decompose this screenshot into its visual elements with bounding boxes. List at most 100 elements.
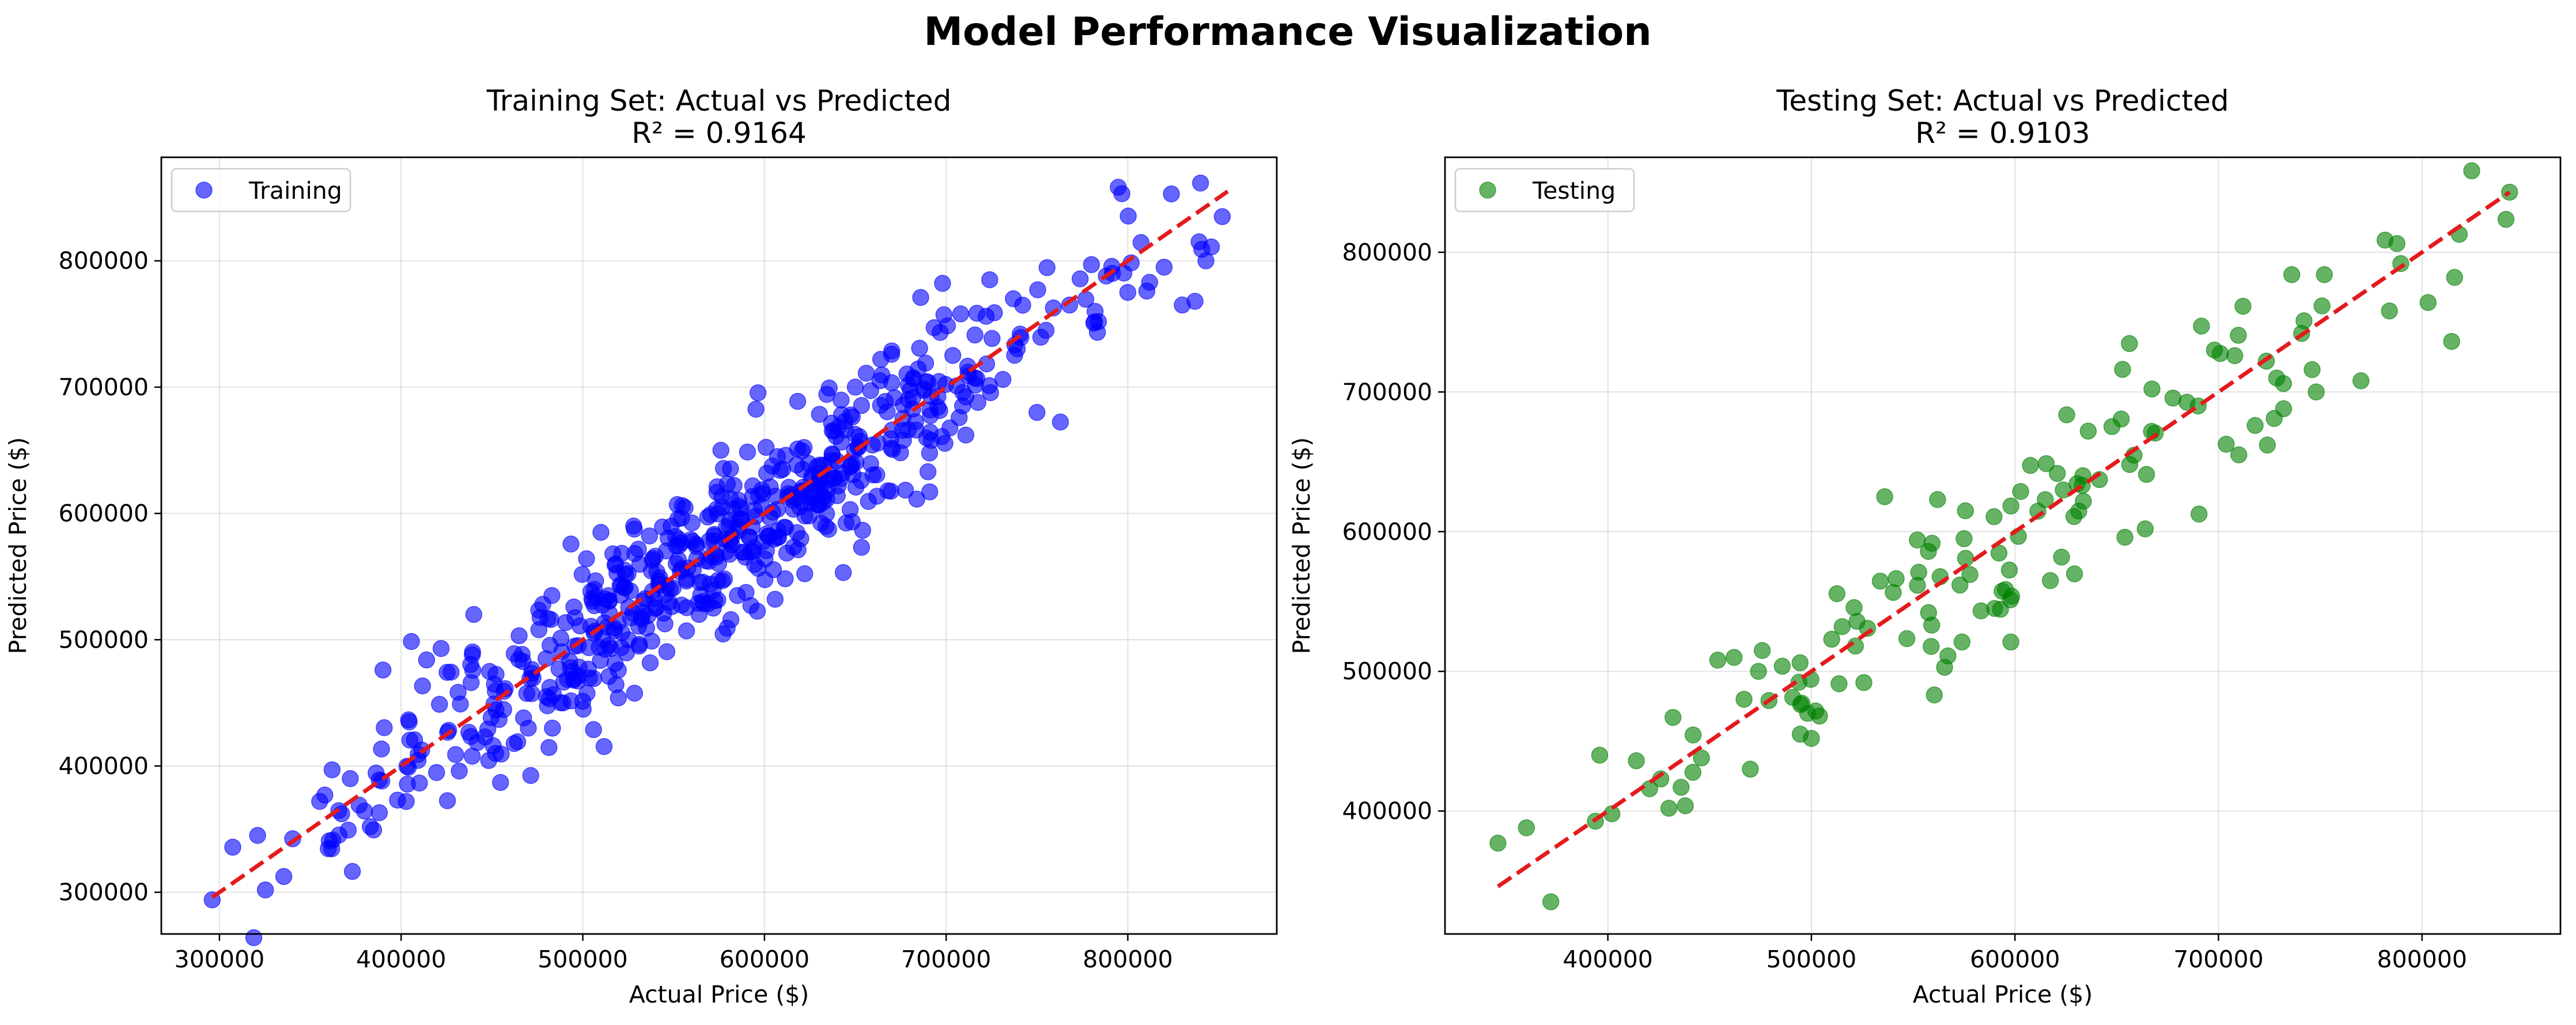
training-data-point xyxy=(820,379,838,397)
training-data-point xyxy=(438,792,456,810)
training-data-point xyxy=(678,622,695,640)
testing-data-point xyxy=(1823,630,1840,648)
training-data-point xyxy=(936,434,954,452)
training-data-point xyxy=(844,466,862,483)
training-data-point xyxy=(702,506,720,523)
training-data-point xyxy=(585,721,602,739)
testing-data-point xyxy=(2178,394,2196,411)
training-data-point xyxy=(618,644,636,661)
training-data-point xyxy=(722,611,740,629)
training-data-point xyxy=(438,664,456,681)
training-data-point xyxy=(256,881,274,899)
training-data-point xyxy=(984,330,1001,347)
training-x-axis-label: Actual Price ($) xyxy=(629,981,810,1008)
testing-data-point xyxy=(1830,675,1848,693)
testing-data-point xyxy=(2002,497,2019,515)
training-data-point xyxy=(626,545,644,562)
training-data-point xyxy=(485,737,502,755)
testing-data-point xyxy=(2234,297,2252,315)
testing-data-point xyxy=(2003,588,2021,605)
training-data-point xyxy=(658,643,676,660)
training-y-tick-label: 800000 xyxy=(58,247,149,275)
testing-data-point xyxy=(2283,266,2301,283)
training-data-point xyxy=(705,527,723,544)
training-data-point xyxy=(882,482,899,500)
testing-data-point xyxy=(2381,302,2398,320)
testing-data-point xyxy=(2303,361,2321,379)
training-data-point xyxy=(812,487,830,505)
testing-data-point xyxy=(1955,530,1973,547)
testing-legend: Testing xyxy=(1454,168,1635,213)
training-data-point xyxy=(796,565,814,583)
training-data-point xyxy=(592,652,609,670)
testing-data-point xyxy=(1939,647,1957,665)
testing-data-point xyxy=(1799,705,1817,722)
training-data-point xyxy=(1186,293,1204,310)
training-data-point xyxy=(708,478,726,496)
training-data-point xyxy=(449,683,467,701)
training-data-point xyxy=(580,639,597,656)
training-r2-subtitle: R² = 0.9164 xyxy=(631,116,806,150)
training-data-point xyxy=(626,684,644,702)
training-data-point xyxy=(747,400,765,418)
testing-data-point xyxy=(1951,576,1969,594)
training-data-point xyxy=(905,369,922,387)
training-data-point xyxy=(595,737,613,755)
training-data-point xyxy=(578,684,596,702)
training-data-point xyxy=(365,821,383,839)
testing-data-point xyxy=(1923,616,1940,634)
testing-data-point xyxy=(2218,436,2235,453)
training-data-point xyxy=(712,441,729,459)
training-y-tick-label: 600000 xyxy=(58,500,149,527)
testing-data-point xyxy=(2501,183,2518,201)
testing-data-point xyxy=(2079,422,2097,440)
testing-chart-title: Testing Set: Actual vs Predicted xyxy=(1776,84,2229,118)
training-data-point xyxy=(713,572,731,589)
training-data-point xyxy=(758,464,776,482)
training-data-point xyxy=(571,617,589,635)
training-data-point xyxy=(830,477,847,494)
testing-data-point xyxy=(1518,819,1535,837)
testing-data-point xyxy=(2000,561,2018,579)
testing-x-tick-label: 600000 xyxy=(1970,945,2060,973)
training-data-point xyxy=(592,524,610,541)
training-data-point xyxy=(622,609,640,627)
testing-data-point xyxy=(2226,347,2244,365)
testing-data-point xyxy=(2193,317,2210,335)
training-data-point xyxy=(1138,282,1156,300)
training-data-point xyxy=(737,549,754,566)
testing-data-point xyxy=(2190,505,2208,523)
training-data-point xyxy=(952,305,970,323)
training-data-point xyxy=(343,863,361,880)
testing-data-point xyxy=(2316,266,2333,283)
training-data-point xyxy=(585,670,603,687)
testing-data-point xyxy=(1791,725,1809,743)
testing-data-point xyxy=(2002,633,2019,651)
training-data-point xyxy=(968,304,986,322)
testing-data-point xyxy=(2246,417,2264,434)
testing-y-tick-label: 500000 xyxy=(1342,657,1432,685)
training-data-point xyxy=(1077,290,1095,308)
training-data-point xyxy=(610,689,627,707)
testing-data-point xyxy=(2497,210,2515,228)
testing-data-point xyxy=(1725,649,1743,666)
training-data-point xyxy=(969,394,986,411)
training-data-point xyxy=(557,614,574,631)
training-data-point xyxy=(732,511,750,528)
training-data-point xyxy=(663,598,680,615)
training-data-point xyxy=(823,414,841,432)
training-x-tick-label: 700000 xyxy=(901,945,992,973)
training-data-point xyxy=(641,527,659,544)
training-legend-box xyxy=(171,168,351,213)
training-data-point xyxy=(957,426,975,444)
training-data-point xyxy=(451,762,468,780)
testing-x-tick-label: 400000 xyxy=(1563,945,1653,973)
training-x-tick-label: 600000 xyxy=(720,945,810,973)
testing-data-point xyxy=(1876,488,1893,505)
testing-data-point xyxy=(1784,689,1802,706)
training-data-point xyxy=(789,440,807,457)
training-data-point xyxy=(966,326,984,344)
training-data-point xyxy=(1119,207,1137,225)
training-data-point xyxy=(669,510,687,528)
